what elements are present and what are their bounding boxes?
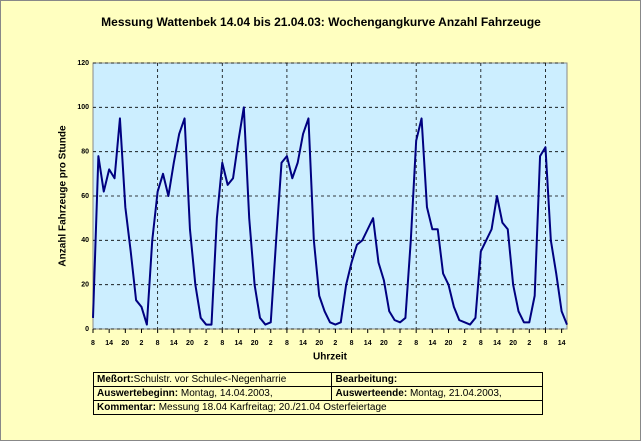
- x-tick-label: 14: [364, 340, 372, 347]
- y-tick-label: 120: [77, 60, 89, 67]
- x-tick-label: 8: [156, 340, 160, 347]
- y-axis-label: Anzahl Fahrzeuge pro Stunde: [58, 125, 69, 267]
- x-tick-label: 20: [121, 340, 129, 347]
- data-line: [92, 106, 568, 326]
- x-tick-label: 2: [463, 340, 467, 347]
- chart-title: Messung Wattenbek 14.04 bis 21.04.03: Wo…: [101, 15, 541, 29]
- location: Schulstr. vor Schule<-Negenharrie: [133, 374, 287, 385]
- location-label: Meßort:: [97, 374, 134, 385]
- x-tick-label: 2: [333, 340, 337, 347]
- x-tick-label: 8: [414, 340, 418, 347]
- x-tick-label: 8: [285, 340, 289, 347]
- editor-label: Bearbeitung:: [335, 374, 398, 385]
- x-tick-label: 8: [544, 340, 548, 347]
- comment-label: Kommentar:: [97, 402, 156, 413]
- y-tick-label: 60: [81, 193, 89, 200]
- x-tick-label: 2: [204, 340, 208, 347]
- x-axis-label: Uhrzeit: [313, 352, 348, 363]
- start: Montag, 14.04.2003,: [180, 388, 273, 399]
- x-tick-label: 20: [251, 340, 259, 347]
- x-tick-label: 14: [428, 340, 436, 347]
- y-tick-label: 20: [81, 282, 89, 289]
- x-tick-label: 2: [140, 340, 144, 347]
- x-tick-label: 2: [527, 340, 531, 347]
- x-tick-label: 2: [398, 340, 402, 347]
- x-tick-label: 8: [220, 340, 224, 347]
- x-tick-label: 14: [558, 340, 566, 347]
- comment: Messung 18.04 Karfreitag; 20./21.04 Oste…: [158, 402, 387, 413]
- x-tick-label: 2: [269, 340, 273, 347]
- start-label: Auswertebeginn:: [97, 388, 179, 399]
- x-tick-label: 20: [186, 340, 194, 347]
- x-tick-label: 20: [380, 340, 388, 347]
- x-tick-label: 20: [509, 340, 517, 347]
- x-tick-label: 14: [493, 340, 501, 347]
- x-tick-label: 14: [105, 340, 113, 347]
- x-tick-label: 8: [479, 340, 483, 347]
- x-tick-label: 14: [170, 340, 178, 347]
- info-table: Meßort:Schulstr. vor Schule<-Negenharrie…: [92, 372, 543, 415]
- x-tick-label: 20: [315, 340, 323, 347]
- y-tick-label: 80: [81, 149, 89, 156]
- x-tick-label: 8: [91, 340, 95, 347]
- y-tick-label: 100: [77, 104, 89, 111]
- x-tick-label: 14: [299, 340, 307, 347]
- y-tick-label: 0: [85, 326, 89, 333]
- x-tick-label: 20: [445, 340, 453, 347]
- x-tick-label: 8: [350, 340, 354, 347]
- x-tick-label: 14: [235, 340, 243, 347]
- y-tick-label: 40: [81, 237, 89, 244]
- end: Montag, 21.04.2003,: [409, 388, 502, 399]
- end-label: Auswerteende:: [335, 388, 408, 399]
